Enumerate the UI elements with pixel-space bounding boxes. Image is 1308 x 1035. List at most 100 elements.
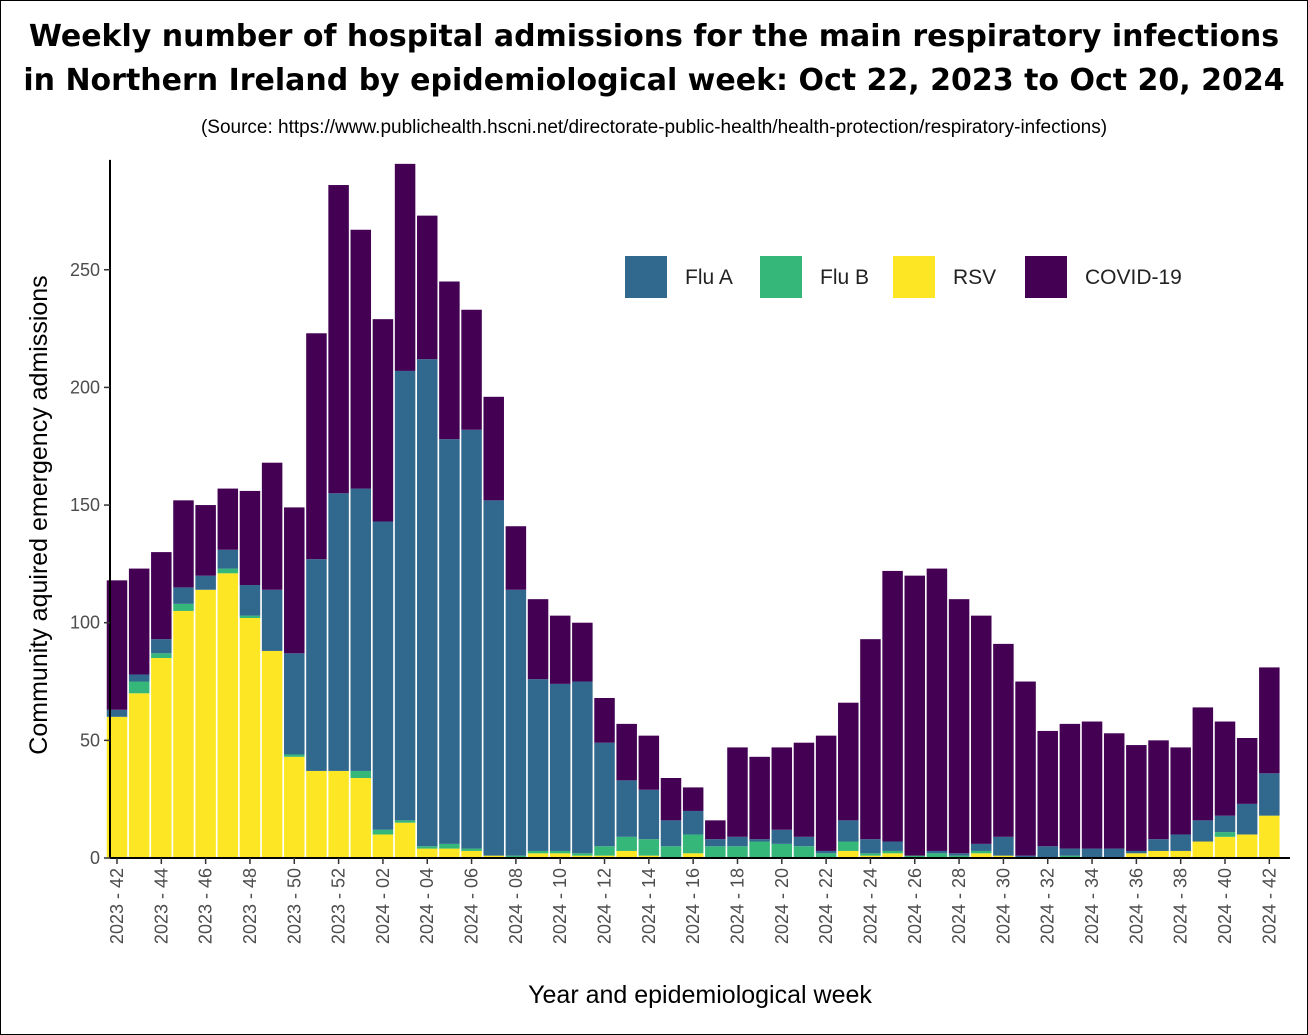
bar-covid-19-2024-25 (882, 570, 903, 842)
x-tick-label-2024-22: 2024 - 22 (816, 868, 836, 944)
bar-flu-a-2024-42 (1259, 773, 1280, 816)
bar-rsv-2024-38 (1170, 850, 1191, 858)
bar-covid-19-2024-35 (1103, 733, 1125, 849)
x-tick-label-2024-18: 2024 - 18 (727, 868, 747, 944)
bar-covid-19-2024-21 (793, 742, 815, 837)
bar-covid-19-2024-12 (594, 698, 615, 743)
bar-covid-19-2024-05 (439, 281, 460, 440)
bar-flu-b-2024-29 (970, 850, 992, 854)
bar-covid-19-2024-27 (926, 568, 948, 851)
bar-flu-a-2024-20 (771, 829, 793, 844)
bar-rsv-2023-50 (284, 756, 305, 858)
bar-rsv-2024-02 (372, 834, 394, 858)
bar-rsv-2024-13 (616, 850, 637, 858)
bar-flu-a-2024-41 (1236, 803, 1258, 835)
bar-flu-a-2023-52 (328, 493, 349, 771)
bar-rsv-2024-37 (1148, 850, 1169, 858)
bar-covid-19-2023-52 (328, 185, 349, 494)
x-tick-label-2024-38: 2024 - 38 (1171, 868, 1191, 944)
bar-covid-19-2023-51 (306, 333, 327, 560)
legend-swatch-covid-19 (1025, 256, 1067, 298)
bar-covid-19-2024-13 (616, 723, 637, 781)
y-tick-label-100: 100 (70, 613, 100, 633)
bar-flu-a-2024-06 (461, 429, 482, 849)
bar-covid-19-2024-09 (527, 599, 549, 680)
x-tick-label-2024-06: 2024 - 06 (462, 868, 482, 944)
bar-flu-a-2024-29 (970, 843, 992, 851)
bar-covid-19-2024-02 (372, 319, 394, 522)
bar-flu-b-2024-02 (372, 829, 394, 835)
bar-flu-b-2024-05 (439, 843, 460, 849)
legend-label-covid-19: COVID-19 (1085, 266, 1182, 289)
bar-flu-a-2024-12 (594, 742, 615, 847)
bar-flu-b-2024-24 (860, 853, 881, 856)
x-tick-label-2024-12: 2024 - 12 (595, 868, 615, 944)
x-tick-label-2023-48: 2023 - 48 (240, 868, 260, 944)
bar-flu-a-2024-39 (1192, 820, 1214, 842)
bar-rsv-2024-01 (350, 778, 372, 858)
chart-title-line-2: in Northern Ireland by epidemiological w… (23, 63, 1285, 98)
bar-flu-a-2024-21 (793, 836, 815, 847)
bar-rsv-2024-16 (682, 853, 704, 858)
bar-flu-b-2024-28 (948, 855, 970, 858)
bar-covid-19-2024-32 (1037, 730, 1058, 847)
bar-covid-19-2023-50 (284, 507, 305, 654)
bar-flu-a-2024-10 (549, 683, 571, 851)
legend: Flu A Flu B RSV COVID-19 (625, 256, 1182, 298)
legend-label-flu-a: Flu A (685, 266, 733, 289)
bar-covid-19-2024-19 (749, 756, 770, 840)
bar-flu-a-2023-49 (261, 589, 283, 651)
bar-flu-a-2024-18 (727, 836, 748, 847)
x-tick-label-2023-46: 2023 - 46 (196, 868, 216, 944)
bar-flu-a-2024-32 (1037, 846, 1058, 859)
x-tick-label-2024-20: 2024 - 20 (772, 868, 792, 944)
bar-covid-19-2024-08 (505, 526, 527, 590)
y-axis-title: Community aquired emergency admissions (25, 275, 53, 754)
bar-flu-b-2024-26 (904, 855, 926, 858)
bar-covid-19-2024-40 (1214, 721, 1236, 816)
bar-covid-19-2024-11 (572, 622, 593, 682)
x-tick-label-2024-28: 2024 - 28 (949, 868, 969, 944)
bar-covid-19-2024-17 (705, 820, 726, 840)
bar-rsv-2024-40 (1214, 836, 1236, 858)
bar-flu-a-2024-19 (749, 839, 770, 842)
bar-covid-19-2023-46 (195, 505, 216, 576)
bar-rsv-2023-48 (239, 617, 261, 858)
bar-covid-19-2024-38 (1170, 747, 1191, 835)
bar-flu-a-2024-34 (1081, 848, 1103, 858)
bar-flu-b-2024-17 (705, 846, 726, 859)
bar-flu-a-2024-17 (705, 839, 726, 847)
bar-flu-a-2024-03 (394, 370, 416, 821)
bar-flu-a-2023-47 (217, 549, 239, 569)
bar-flu-b-2024-23 (838, 841, 859, 851)
x-tick-label-2024-32: 2024 - 32 (1038, 868, 1058, 944)
bar-covid-19-2024-28 (948, 599, 970, 854)
x-tick-label-2024-16: 2024 - 16 (683, 868, 703, 944)
bar-covid-19-2024-31 (1015, 681, 1036, 856)
bar-flu-a-2023-45 (173, 587, 194, 604)
bar-flu-a-2023-43 (128, 674, 150, 682)
bar-flu-b-2024-04 (416, 846, 438, 849)
bar-flu-b-2024-09 (527, 850, 549, 854)
bar-flu-a-2024-35 (1103, 848, 1125, 858)
x-tick-label-2023-44: 2023 - 44 (151, 868, 171, 944)
bar-rsv-2024-11 (572, 855, 593, 858)
bar-flu-a-2024-15 (660, 820, 682, 847)
bar-rsv-2024-14 (638, 855, 660, 858)
bar-covid-19-2023-44 (151, 552, 172, 640)
y-tick-label-200: 200 (70, 377, 100, 397)
bar-rsv-2024-25 (882, 853, 903, 858)
bar-rsv-2024-30 (993, 855, 1014, 858)
bar-covid-19-2024-24 (860, 639, 881, 840)
bar-covid-19-2024-30 (993, 643, 1014, 837)
x-tick-label-2024-04: 2024 - 04 (417, 868, 437, 944)
bar-covid-19-2024-23 (838, 702, 859, 821)
bar-flu-a-2024-37 (1148, 839, 1169, 851)
chart-title-line-1: Weekly number of hospital admissions for… (28, 19, 1280, 54)
x-tick-label-2023-42: 2023 - 42 (107, 868, 127, 944)
bar-flu-b-2024-21 (793, 846, 815, 859)
legend-swatch-rsv (893, 256, 935, 298)
bar-flu-a-2024-31 (1015, 855, 1036, 858)
bar-rsv-2023-47 (217, 573, 239, 858)
bar-flu-b-2024-27 (926, 853, 948, 858)
